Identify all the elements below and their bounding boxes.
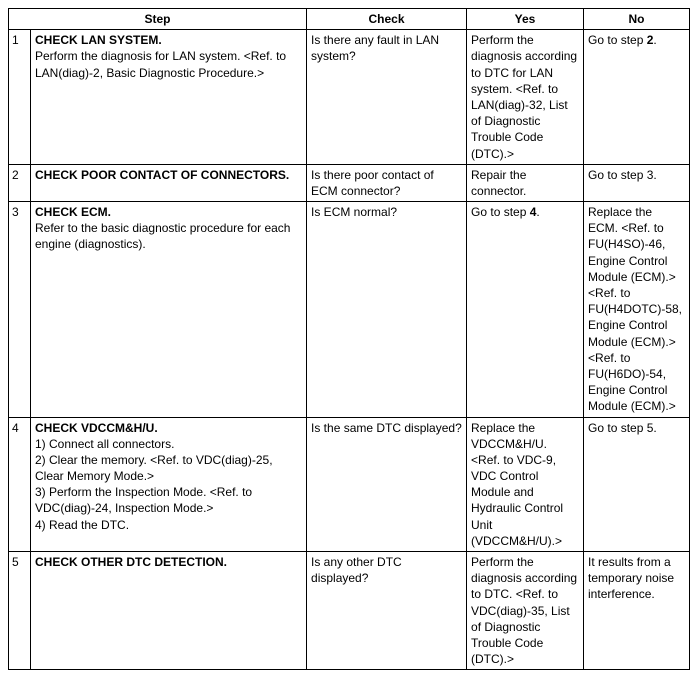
no-cell: Go to step 5. <box>584 417 690 552</box>
yes-cell: Repair the connector. <box>467 164 584 201</box>
header-check: Check <box>307 9 467 30</box>
step-cell: CHECK LAN SYSTEM. Perform the diagnosis … <box>31 30 307 165</box>
table-row: 4 CHECK VDCCM&H/U. 1) Connect all connec… <box>9 417 690 552</box>
step-cell: CHECK VDCCM&H/U. 1) Connect all connecto… <box>31 417 307 552</box>
step-list-item: 3) Perform the Inspection Mode. <Ref. to… <box>35 484 302 516</box>
step-title: CHECK OTHER DTC DETECTION. <box>35 555 227 569</box>
table-row: 1 CHECK LAN SYSTEM. Perform the diagnosi… <box>9 30 690 165</box>
step-body: Perform the diagnosis for LAN system. <R… <box>35 48 302 80</box>
header-no: No <box>584 9 690 30</box>
step-cell: CHECK POOR CONTACT OF CONNECTORS. <box>31 164 307 201</box>
check-cell: Is there any fault in LAN system? <box>307 30 467 165</box>
step-list-item: 4) Read the DTC. <box>35 517 302 533</box>
yes-post: . <box>536 205 539 219</box>
yes-cell: Perform the diagnosis according to DTC f… <box>467 30 584 165</box>
yes-cell: Perform the diagnosis according to DTC. … <box>467 552 584 670</box>
no-post: . <box>653 33 656 47</box>
step-number: 4 <box>9 417 31 552</box>
diagnostic-table: Step Check Yes No 1 CHECK LAN SYSTEM. Pe… <box>8 8 690 670</box>
step-title: CHECK POOR CONTACT OF CONNECTORS. <box>35 168 289 182</box>
step-cell: CHECK OTHER DTC DETECTION. <box>31 552 307 670</box>
no-cell: Replace the ECM. <Ref. to FU(H4SO)-46, E… <box>584 202 690 417</box>
no-pre: Go to step <box>588 33 647 47</box>
step-number: 3 <box>9 202 31 417</box>
yes-pre: Go to step <box>471 205 530 219</box>
header-yes: Yes <box>467 9 584 30</box>
step-title: CHECK VDCCM&H/U. <box>35 421 158 435</box>
check-cell: Is any other DTC displayed? <box>307 552 467 670</box>
check-cell: Is ECM normal? <box>307 202 467 417</box>
check-cell: Is the same DTC displayed? <box>307 417 467 552</box>
header-step: Step <box>9 9 307 30</box>
no-cell: Go to step 3. <box>584 164 690 201</box>
step-number: 1 <box>9 30 31 165</box>
no-cell: Go to step 2. <box>584 30 690 165</box>
step-number: 5 <box>9 552 31 670</box>
check-cell: Is there poor contact of ECM connector? <box>307 164 467 201</box>
yes-cell: Go to step 4. <box>467 202 584 417</box>
step-title: CHECK ECM. <box>35 205 111 219</box>
table-row: 3 CHECK ECM. Refer to the basic diagnost… <box>9 202 690 417</box>
step-list-item: 2) Clear the memory. <Ref. to VDC(diag)-… <box>35 452 302 484</box>
step-number: 2 <box>9 164 31 201</box>
step-body: Refer to the basic diagnostic procedure … <box>35 220 302 252</box>
step-list-item: 1) Connect all connectors. <box>35 436 302 452</box>
step-title: CHECK LAN SYSTEM. <box>35 33 162 47</box>
table-row: 2 CHECK POOR CONTACT OF CONNECTORS. Is t… <box>9 164 690 201</box>
yes-cell: Replace the VDCCM&H/U. <Ref. to VDC-9, V… <box>467 417 584 552</box>
step-cell: CHECK ECM. Refer to the basic diagnostic… <box>31 202 307 417</box>
no-cell: It results from a temporary noise interf… <box>584 552 690 670</box>
header-row: Step Check Yes No <box>9 9 690 30</box>
table-row: 5 CHECK OTHER DTC DETECTION. Is any othe… <box>9 552 690 670</box>
